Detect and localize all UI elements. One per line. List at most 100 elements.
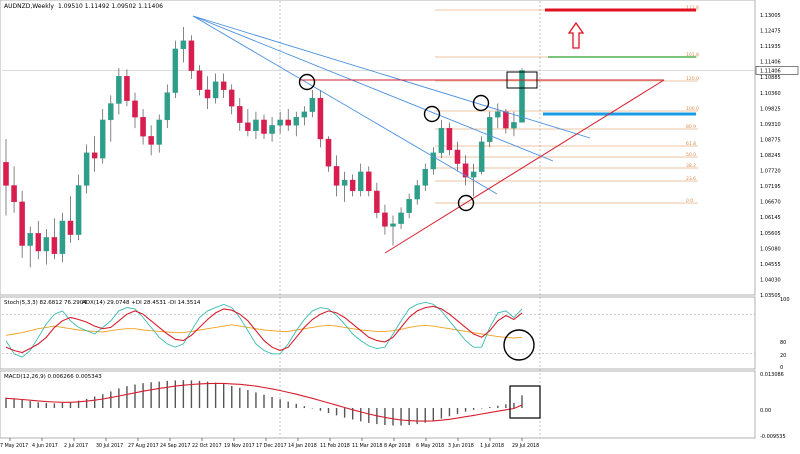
bearish-candle-body xyxy=(374,190,380,213)
bullish-candle-body xyxy=(212,81,219,99)
bearish-candle-body xyxy=(366,171,372,192)
macd-signal-line xyxy=(5,382,523,422)
bearish-candle-body xyxy=(35,233,42,252)
up-arrow-icon xyxy=(567,21,585,49)
current-price-label: 1.11406 xyxy=(760,68,781,74)
bullish-candle-body xyxy=(116,76,122,104)
bullish-candle-body xyxy=(519,70,525,123)
fib-level-label: 23.6 xyxy=(686,176,696,182)
stoch-tick-label: 20 xyxy=(780,353,786,359)
adx-line xyxy=(5,324,523,339)
price-tick-label: 1.08775 xyxy=(760,137,781,143)
price-tick-label: 1.13005 xyxy=(760,13,781,19)
bullish-candle-body xyxy=(478,141,485,172)
bearish-candle-body xyxy=(220,81,227,91)
bullish-candle-body xyxy=(406,198,412,213)
time-tick-label: 3 Jun 2018 xyxy=(448,443,474,449)
bearish-candle-body xyxy=(503,111,509,129)
bearish-candle-body xyxy=(237,106,243,123)
bullish-candle-body xyxy=(495,111,501,118)
time-tick-label: 30 Jul 2017 xyxy=(96,443,123,449)
time-tick-label: 27 Aug 2017 xyxy=(128,443,159,449)
bullish-candle-body xyxy=(301,111,308,118)
bullish-candle-body xyxy=(309,97,316,112)
bearish-candle-body xyxy=(51,237,58,254)
time-tick-label: 2 Jul 2017 xyxy=(64,443,88,449)
price-tick-label: 1.04030 xyxy=(760,277,781,283)
fib-level-label: 100.0 xyxy=(686,106,699,112)
bearish-candle-body xyxy=(317,97,324,140)
time-tick-label: 11 Mar 2018 xyxy=(352,443,382,449)
bullish-candle-body xyxy=(414,185,420,200)
bullish-candle-body xyxy=(180,40,187,50)
axis-labels: 1.130051.124751.119351.114061.108851.103… xyxy=(0,13,799,449)
bearish-candle-body xyxy=(382,212,388,227)
bullish-candle-body xyxy=(59,220,66,254)
bullish-candle-body xyxy=(486,117,493,142)
price-tick-label: 1.09310 xyxy=(760,122,781,128)
annotations xyxy=(192,15,665,254)
bearish-candle-body xyxy=(148,136,154,145)
fib-level-label: 50.0 xyxy=(686,152,696,158)
macd-tick-label: -0.009535 xyxy=(760,434,786,440)
adx-label: ADX(14) 29.0748 +DI 28.4531 -DI 14.3514 xyxy=(82,300,201,306)
price-tick-label: 1.10360 xyxy=(760,91,781,97)
macd-tick-label: 0.00 xyxy=(760,408,771,414)
blue-trend-line xyxy=(192,15,554,162)
time-tick-label: 24 Sep 2017 xyxy=(160,443,190,449)
bullish-candle-body xyxy=(156,119,162,145)
bullish-candle-body xyxy=(108,103,114,121)
blue-trend-line xyxy=(192,15,498,195)
price-tick-label: 1.07720 xyxy=(760,169,781,175)
bearish-candle-body xyxy=(124,76,130,101)
bearish-candle-body xyxy=(3,162,9,186)
bullish-candle-body xyxy=(27,233,33,246)
price-panel xyxy=(0,0,756,296)
fib-level-label: 38.2 xyxy=(686,163,696,169)
time-tick-label: 6 May 2018 xyxy=(416,443,444,449)
bullish-candle-body xyxy=(75,185,82,235)
bearish-candle-body xyxy=(446,127,453,151)
stochastic-series xyxy=(2,301,755,361)
current-price-box xyxy=(755,66,799,75)
fib-level-label: 101.8 xyxy=(686,52,699,58)
candlestick-series xyxy=(3,27,525,268)
bearish-candle-body xyxy=(196,70,203,91)
time-tick-label: 7 May 2017 xyxy=(0,443,28,449)
highlight-circle xyxy=(472,94,490,112)
price-tick-label: 1.11406 xyxy=(760,60,781,66)
red-support-trend-line xyxy=(384,79,665,254)
bullish-candle-body xyxy=(293,117,299,126)
bullish-candle-body xyxy=(172,48,179,93)
bearish-candle-body xyxy=(188,40,195,71)
bearish-candle-body xyxy=(204,89,211,99)
bullish-candle-body xyxy=(438,127,445,153)
price-tick-label: 1.11935 xyxy=(760,44,781,50)
time-tick-label: 14 Jan 2018 xyxy=(288,443,317,449)
fib-level-label: 0.0 xyxy=(686,198,693,204)
bearish-candle-body xyxy=(349,179,356,192)
price-tick-label: 1.06145 xyxy=(760,215,781,221)
stoch-tick-label: 80 xyxy=(780,340,786,346)
bullish-candle-body xyxy=(277,119,283,126)
macd-label: MACD(12,26,9) 0.006266 0.005343 xyxy=(4,374,102,380)
bearish-candle-body xyxy=(11,185,17,203)
time-tick-label: 22 Oct 2017 xyxy=(192,443,222,449)
stoch-panel xyxy=(0,296,756,370)
stoch-label: Stoch(5,3,3) 82.6812 76.2904 xyxy=(4,300,87,306)
price-tick-label: 1.04555 xyxy=(760,262,781,268)
bullish-candle-body xyxy=(43,237,50,252)
time-tick-label: 19 Nov 2017 xyxy=(224,443,255,449)
price-tick-label: 1.08245 xyxy=(760,153,781,159)
bearish-candle-body xyxy=(454,149,461,164)
bearish-candle-body xyxy=(245,122,251,131)
bullish-candle-body xyxy=(269,125,275,134)
stoch-main-line xyxy=(5,305,523,354)
bearish-candle-body xyxy=(333,166,340,186)
bullish-candle-body xyxy=(83,152,90,186)
stoch-tick-label: 100 xyxy=(780,297,790,303)
bullish-candle-body xyxy=(511,122,517,129)
stoch-signal-line xyxy=(5,301,523,358)
highlight-circle xyxy=(423,105,441,123)
